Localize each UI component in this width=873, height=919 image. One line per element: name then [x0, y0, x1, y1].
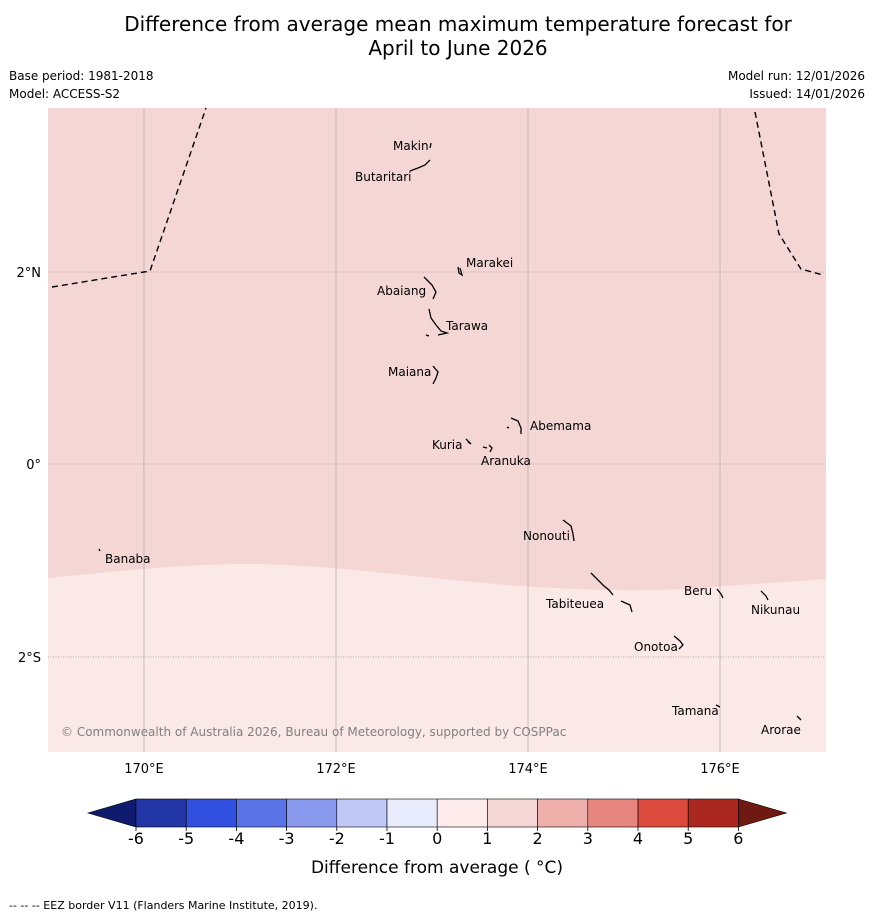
colorbar-segment [185, 798, 237, 828]
title-line-1: Difference from average mean maximum tem… [124, 12, 792, 36]
colorbar: -6 -5 -4 -3 -2 -1 0 1 2 3 4 5 6 [86, 798, 788, 848]
eez-border-east [754, 111, 824, 276]
island-arorae [796, 715, 802, 721]
colorbar-segment [587, 798, 639, 828]
colorbar-segment [436, 798, 488, 828]
lon-label-174e: 174°E [508, 762, 548, 777]
base-period: Base period: 1981-2018 [9, 69, 154, 83]
island-tarawa [428, 308, 450, 336]
lat-tick-labels: 2°N 0° 2°S [17, 266, 42, 666]
colorbar-tick-label: 4 [633, 829, 643, 848]
title-line-2: April to June 2026 [368, 36, 548, 60]
label-nikunau: Nikunau [751, 603, 800, 617]
colorbar-label: Difference from average ( °C) [311, 858, 563, 878]
colorbar-tick-label: 1 [482, 829, 492, 848]
lat-label-2n: 2°N [17, 266, 42, 281]
colorbar-tick-label: 3 [583, 829, 593, 848]
colorbar-tick-label: -1 [379, 829, 395, 848]
label-tamana: Tamana [671, 704, 719, 718]
colorbar-segment [637, 798, 689, 828]
model-run: Model run: 12/01/2026 [727, 69, 865, 83]
island-nikunau [760, 590, 769, 601]
colorbar-tick-label: -5 [178, 829, 194, 848]
lat-label-0: 0° [26, 458, 41, 473]
colorbar-segment [286, 798, 338, 828]
parallels [48, 271, 826, 658]
colorbar-tick-label: 5 [683, 829, 693, 848]
copyright-notice: © Commonwealth of Australia 2026, Bureau… [61, 725, 566, 739]
colorbar-segment [386, 798, 438, 828]
issued-date: Issued: 14/01/2026 [749, 87, 865, 101]
label-makin: Makin [393, 139, 429, 153]
lon-label-170e: 170°E [124, 762, 164, 777]
island-labels: Makin Butaritari Marakei Abaiang Tarawa … [105, 139, 801, 737]
island-banaba [98, 548, 101, 552]
colorbar-segment [537, 798, 589, 828]
lon-tick-labels: 170°E 172°E 174°E 176°E [124, 762, 740, 777]
label-onotoa: Onotoa [634, 640, 678, 654]
colorbar-tick-label: 6 [733, 829, 743, 848]
label-abaiang: Abaiang [377, 284, 426, 298]
islands [98, 142, 802, 721]
colorbar-segment [135, 798, 187, 828]
island-aranuka [482, 444, 493, 453]
label-butaritari: Butaritari [355, 170, 412, 184]
colorbar-segment [236, 798, 287, 828]
label-tarawa: Tarawa [445, 319, 488, 333]
label-banaba: Banaba [105, 552, 151, 566]
colorbar-extension-low [86, 798, 137, 828]
label-tabiteuea: Tabiteuea [545, 597, 604, 611]
eez-footnote: -- -- -- EEZ border V11 (Flanders Marine… [9, 899, 318, 912]
label-beru: Beru [684, 584, 712, 598]
island-makin [429, 142, 432, 149]
island-tamana [715, 704, 721, 708]
island-beru [716, 588, 724, 599]
label-maiana: Maiana [388, 365, 431, 379]
model-name: Model: ACCESS-S2 [9, 87, 121, 101]
colorbar-segment [336, 798, 388, 828]
island-marakei [457, 266, 464, 277]
label-marakei: Marakei [466, 256, 513, 270]
colorbar-tick-label: -4 [228, 829, 244, 848]
colorbar-tick-label: -3 [279, 829, 295, 848]
label-nonouti: Nonouti [523, 529, 570, 543]
colorbar-segment [487, 798, 538, 828]
meridians [143, 108, 721, 752]
island-nonouti [562, 519, 575, 542]
eez-border [51, 107, 824, 288]
lon-label-176e: 176°E [700, 762, 740, 777]
map-title: Difference from average mean maximum tem… [0, 12, 873, 60]
map-panel [48, 108, 826, 752]
lat-label-2s: 2°S [18, 651, 41, 666]
island-tabiteuea [590, 572, 633, 613]
colorbar-extension-high [738, 798, 788, 828]
colorbar-tick-label: 0 [432, 829, 442, 848]
colorbar-tick-label: 2 [533, 829, 543, 848]
label-arorae: Arorae [761, 723, 801, 737]
colorbar-tick-label: -2 [329, 829, 345, 848]
island-abaiang [423, 276, 437, 300]
meta-right: Model run: 12/01/2026 Issued: 14/01/2026 [728, 67, 865, 103]
meta-left: Base period: 1981-2018 Model: ACCESS-S2 [9, 67, 154, 103]
island-onotoa [673, 635, 684, 650]
island-maiana [432, 365, 439, 385]
island-kuria [465, 438, 472, 445]
colorbar-tick-label: -6 [128, 829, 144, 848]
island-abemama [506, 417, 522, 434]
lon-label-172e: 172°E [316, 762, 356, 777]
colorbar-segment [687, 798, 739, 828]
label-abemama: Abemama [530, 419, 591, 433]
eez-border-west [51, 107, 207, 288]
label-aranuka: Aranuka [481, 454, 531, 468]
island-tarawa-south [425, 334, 430, 337]
island-butaritari [409, 159, 431, 172]
label-kuria: Kuria [432, 438, 463, 452]
